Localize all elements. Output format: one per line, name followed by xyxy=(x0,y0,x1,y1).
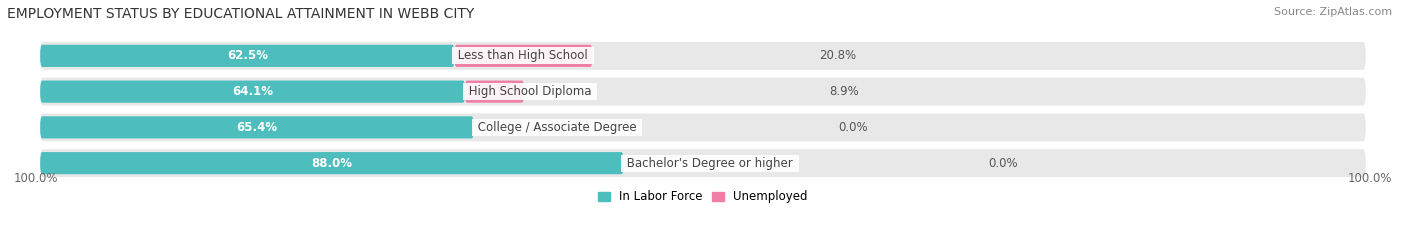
Text: 0.0%: 0.0% xyxy=(988,157,1018,170)
Text: High School Diploma: High School Diploma xyxy=(465,85,595,98)
Text: College / Associate Degree: College / Associate Degree xyxy=(474,121,640,134)
Text: 62.5%: 62.5% xyxy=(226,49,267,62)
Text: 20.8%: 20.8% xyxy=(818,49,856,62)
FancyBboxPatch shape xyxy=(454,45,592,67)
Text: 100.0%: 100.0% xyxy=(14,172,58,185)
Text: 8.9%: 8.9% xyxy=(830,85,859,98)
Text: Less than High School: Less than High School xyxy=(454,49,592,62)
FancyBboxPatch shape xyxy=(41,113,1365,141)
FancyBboxPatch shape xyxy=(41,81,465,103)
Text: 64.1%: 64.1% xyxy=(232,85,273,98)
FancyBboxPatch shape xyxy=(41,42,1365,70)
FancyBboxPatch shape xyxy=(41,78,1365,106)
Legend: In Labor Force, Unemployed: In Labor Force, Unemployed xyxy=(593,186,813,208)
FancyBboxPatch shape xyxy=(41,152,623,174)
Text: Source: ZipAtlas.com: Source: ZipAtlas.com xyxy=(1274,7,1392,17)
FancyBboxPatch shape xyxy=(41,116,474,138)
Text: 65.4%: 65.4% xyxy=(236,121,277,134)
FancyBboxPatch shape xyxy=(41,149,1365,177)
Text: EMPLOYMENT STATUS BY EDUCATIONAL ATTAINMENT IN WEBB CITY: EMPLOYMENT STATUS BY EDUCATIONAL ATTAINM… xyxy=(7,7,474,21)
FancyBboxPatch shape xyxy=(465,81,524,103)
Text: 0.0%: 0.0% xyxy=(838,121,868,134)
Text: 100.0%: 100.0% xyxy=(1348,172,1392,185)
Text: Bachelor's Degree or higher: Bachelor's Degree or higher xyxy=(623,157,797,170)
FancyBboxPatch shape xyxy=(41,45,454,67)
Text: 88.0%: 88.0% xyxy=(311,157,353,170)
